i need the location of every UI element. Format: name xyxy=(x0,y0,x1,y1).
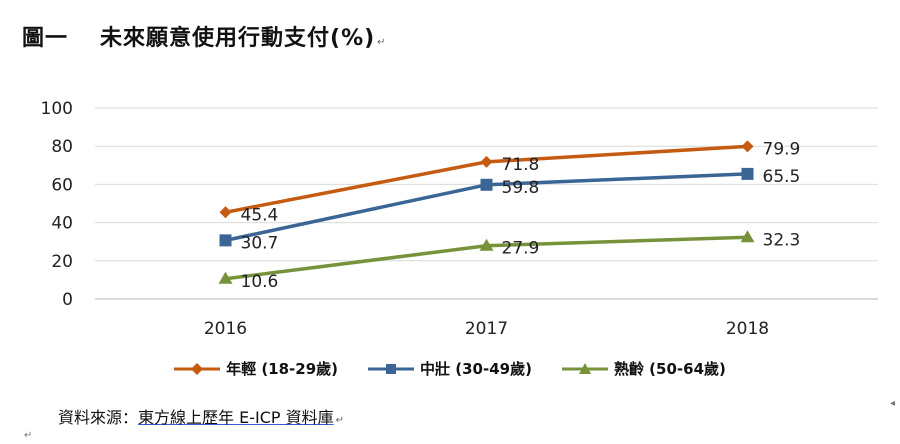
chart-legend: 年輕 (18-29歲) 中壯 (30-49歲) 熟齡 (50-64歲) xyxy=(0,358,900,379)
legend-item-senior: 熟齡 (50-64歲) xyxy=(561,358,726,379)
legend-item-young: 年輕 (18-29歲) xyxy=(174,358,338,379)
x-tick-label: 2016 xyxy=(204,319,247,339)
y-tick-label: 0 xyxy=(62,290,73,310)
x-tick-label: 2018 xyxy=(726,319,769,339)
legend-square-icon xyxy=(368,363,415,374)
paragraph-mark-icon: ↵ xyxy=(335,415,345,426)
data-point xyxy=(740,230,755,243)
data-point xyxy=(219,234,232,247)
data-label: 10.6 xyxy=(241,272,279,292)
paragraph-mark-icon: ↵ xyxy=(377,37,387,48)
line-chart: 0 20 40 60 80 100 2016 2017 2018 45.4 71.8 79.9 30.7… xyxy=(41,99,878,339)
data-label: 32.3 xyxy=(763,230,801,250)
legend-item-middle: 中壯 (30-49歲) xyxy=(368,358,532,379)
legend-label-senior: 熟齡 (50-64歲) xyxy=(613,360,726,378)
data-label: 45.4 xyxy=(241,205,279,225)
data-label: 71.8 xyxy=(502,155,540,175)
source-note: 資料來源：東方線上歷年 E-ICP 資料庫 ↵ xyxy=(58,404,344,428)
x-tick-label: 2017 xyxy=(465,319,508,339)
legend-triangle-icon xyxy=(561,362,608,374)
data-point xyxy=(218,271,233,284)
data-point xyxy=(741,140,754,153)
figure-number: 圖一 xyxy=(22,26,69,51)
paragraph-mark-icon: ↵ xyxy=(24,430,33,441)
y-tick-label: 80 xyxy=(51,137,73,157)
data-point xyxy=(219,206,232,219)
data-label: 27.9 xyxy=(502,239,540,259)
source-prefix: 資料來源： xyxy=(58,408,139,427)
data-label: 65.5 xyxy=(763,167,801,187)
source-text: 東方線上歷年 E-ICP 資料庫 xyxy=(138,408,334,427)
title-text: 未來願意使用行動支付(%) xyxy=(100,26,376,51)
y-tick-label: 60 xyxy=(51,175,73,195)
data-point xyxy=(480,178,493,191)
legend-label-young: 年輕 (18-29歲) xyxy=(226,360,339,378)
margin-mark-icon: ◂ xyxy=(890,398,896,409)
data-point xyxy=(479,238,494,251)
data-label: 30.7 xyxy=(241,233,279,253)
y-tick-label: 40 xyxy=(51,214,73,234)
data-point xyxy=(741,167,754,180)
chart-title: 圖一 未來願意使用行動支付(%) ↵ xyxy=(22,20,387,52)
legend-label-middle: 中壯 (30-49歲) xyxy=(420,360,532,378)
data-point xyxy=(480,155,493,168)
y-tick-label: 100 xyxy=(41,99,73,119)
legend-diamond-icon xyxy=(174,362,221,375)
y-tick-label: 20 xyxy=(51,252,73,272)
data-label: 59.8 xyxy=(502,178,540,198)
data-label: 79.9 xyxy=(763,139,801,159)
